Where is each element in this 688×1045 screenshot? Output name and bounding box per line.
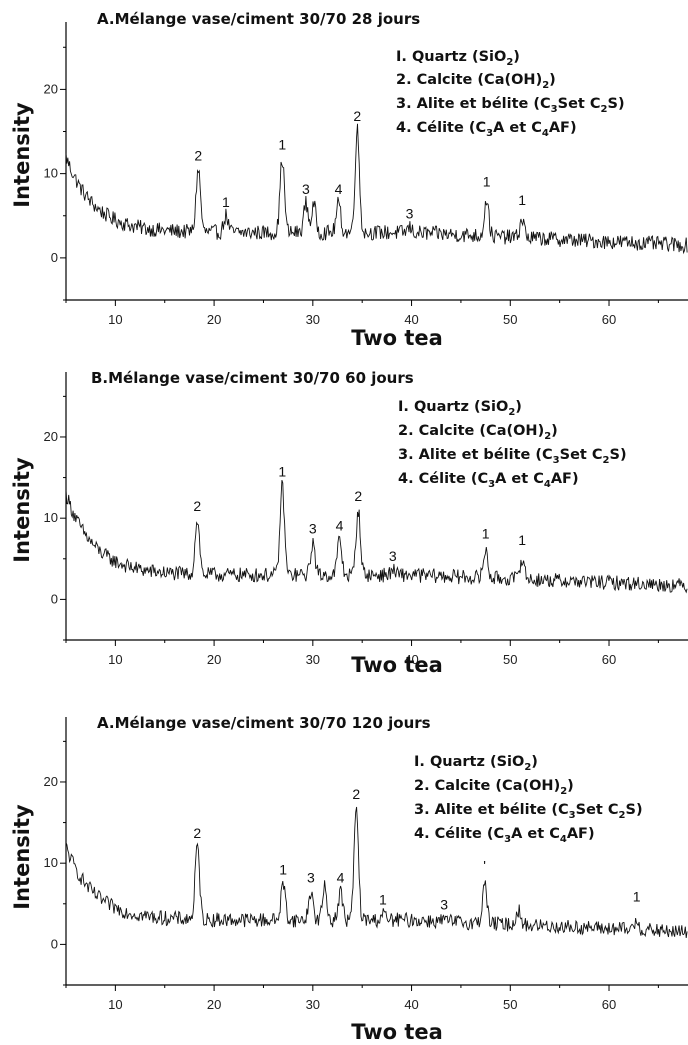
peak-label: 2 xyxy=(352,786,360,802)
legend: I. Quartz (SiO2) 2. Calcite (Ca(OH)2) 3.… xyxy=(398,399,627,490)
legend-item-calcite: 2. Calcite (Ca(OH)2) xyxy=(414,778,574,797)
peak-label: 2 xyxy=(194,147,202,163)
peak-label: 1 xyxy=(278,464,286,480)
y-axis-label: Intensity xyxy=(10,457,34,563)
x-tick-label: 60 xyxy=(602,312,616,327)
x-tick-label: 60 xyxy=(602,652,616,667)
x-tick-label: 30 xyxy=(306,997,320,1012)
x-tick-label: 40 xyxy=(404,312,418,327)
peak-label: 1 xyxy=(222,194,230,210)
peak-label: 2 xyxy=(193,498,201,514)
svg-text:Intensity: Intensity xyxy=(10,457,34,563)
legend-item-celite: 4. Célite (C3A et C4AF) xyxy=(396,120,577,139)
peak-label: 3 xyxy=(309,521,317,537)
legend-item-celite: 4. Célite (C3A et C4AF) xyxy=(414,826,595,845)
x-axis-label: Two tea xyxy=(351,653,443,677)
x-tick-label: 60 xyxy=(602,997,616,1012)
x-axis-label: Two tea xyxy=(351,326,443,350)
series-line xyxy=(65,806,688,939)
y-tick-label: 10 xyxy=(44,510,58,525)
svg-text:Intensity: Intensity xyxy=(10,102,34,208)
axes: 10 20 30 40 50 60 0 10 20 xyxy=(44,372,688,667)
legend: I. Quartz (SiO2) 2. Calcite (Ca(OH)2) 3.… xyxy=(414,754,643,845)
x-tick-label: 10 xyxy=(108,652,122,667)
peak-label: 3 xyxy=(307,870,315,886)
peak-label: 1 xyxy=(633,888,641,904)
y-axis-label: Intensity xyxy=(10,102,34,208)
legend-item-calcite: 2. Calcite (Ca(OH)2) xyxy=(398,423,558,442)
peak-label: 1 xyxy=(518,192,526,208)
axes: 10 20 30 40 50 60 0 10 20 xyxy=(44,717,688,1012)
peak-label: ' xyxy=(483,857,486,873)
chart-title: B.Mélange vase/ciment 30/70 60 jours xyxy=(91,369,414,387)
peak-label: 1 xyxy=(483,174,491,190)
xrd-chart-120-days: A.Mélange vase/ciment 30/70 120 jours In… xyxy=(10,714,688,1044)
peak-label: 1 xyxy=(518,532,526,548)
peak-label: 3 xyxy=(406,206,414,222)
legend-item-quartz: I. Quartz (SiO2) xyxy=(398,399,522,418)
peak-label: 4 xyxy=(336,517,344,533)
xrd-chart-60-days: B.Mélange vase/ciment 30/70 60 jours Int… xyxy=(10,369,688,677)
x-tick-label: 50 xyxy=(503,652,517,667)
peak-label: 3 xyxy=(440,896,448,912)
x-tick-label: 20 xyxy=(207,997,221,1012)
y-axis-label: Intensity xyxy=(10,804,34,910)
xrd-chart-28-days: A.Mélange vase/ciment 30/70 28 jours Int… xyxy=(10,10,688,350)
chart-title: A.Mélange vase/ciment 30/70 120 jours xyxy=(97,714,431,732)
legend-item-quartz: I. Quartz (SiO2) xyxy=(414,754,538,773)
peak-label: 3 xyxy=(302,181,310,197)
y-tick-label: 20 xyxy=(44,81,58,96)
x-tick-label: 30 xyxy=(306,652,320,667)
legend-item-celite: 4. Célite (C3A et C4AF) xyxy=(398,471,579,490)
plot-area: 10 20 30 40 50 60 0 10 20 Two tea 2 1 3 4 2 1 3 ' 1 xyxy=(44,717,688,1044)
y-tick-label: 10 xyxy=(44,855,58,870)
legend-item-calcite: 2. Calcite (Ca(OH)2) xyxy=(396,72,556,91)
plot-area: 10 20 30 40 50 60 0 10 20 Two tea 2 1 1 3 4 2 3 1 1 xyxy=(44,22,688,350)
x-tick-label: 50 xyxy=(503,997,517,1012)
chart-title: A.Mélange vase/ciment 30/70 28 jours xyxy=(97,10,420,28)
y-tick-label: 20 xyxy=(44,774,58,789)
y-tick-label: 0 xyxy=(51,250,58,265)
legend-item-quartz: I. Quartz (SiO2) xyxy=(396,49,520,68)
legend: I. Quartz (SiO2) 2. Calcite (Ca(OH)2) 3.… xyxy=(396,49,625,139)
legend-item-alite-belite: 3. Alite et bélite (C3Set C2S) xyxy=(396,96,625,115)
x-tick-label: 20 xyxy=(207,652,221,667)
svg-text:Intensity: Intensity xyxy=(10,804,34,910)
x-tick-label: 20 xyxy=(207,312,221,327)
y-tick-label: 0 xyxy=(51,936,58,951)
series-line xyxy=(65,479,688,594)
peak-label: 1 xyxy=(482,525,490,541)
axes: 10 20 30 40 50 60 0 10 20 xyxy=(44,22,688,327)
peak-label: 1 xyxy=(279,861,287,877)
y-tick-label: 10 xyxy=(44,166,58,181)
x-axis-label: Two tea xyxy=(351,1020,443,1044)
peak-label: 1 xyxy=(379,892,387,908)
y-tick-label: 0 xyxy=(51,591,58,606)
peak-label: 1 xyxy=(278,136,286,152)
peak-label: 2 xyxy=(354,488,362,504)
x-tick-label: 10 xyxy=(108,997,122,1012)
x-tick-label: 10 xyxy=(108,312,122,327)
legend-item-alite-belite: 3. Alite et bélite (C3Set C2S) xyxy=(414,802,643,821)
peak-label: 4 xyxy=(337,870,345,886)
y-tick-label: 20 xyxy=(44,429,58,444)
peak-label: 3 xyxy=(389,548,397,564)
x-tick-label: 40 xyxy=(404,652,418,667)
peak-label: 2 xyxy=(353,108,361,124)
x-tick-label: 30 xyxy=(306,312,320,327)
peak-label: 4 xyxy=(335,181,343,197)
x-tick-label: 50 xyxy=(503,312,517,327)
legend-item-alite-belite: 3. Alite et bélite (C3Set C2S) xyxy=(398,447,627,466)
x-tick-label: 40 xyxy=(404,997,418,1012)
peak-label: 2 xyxy=(193,825,201,841)
series-line xyxy=(65,123,688,255)
